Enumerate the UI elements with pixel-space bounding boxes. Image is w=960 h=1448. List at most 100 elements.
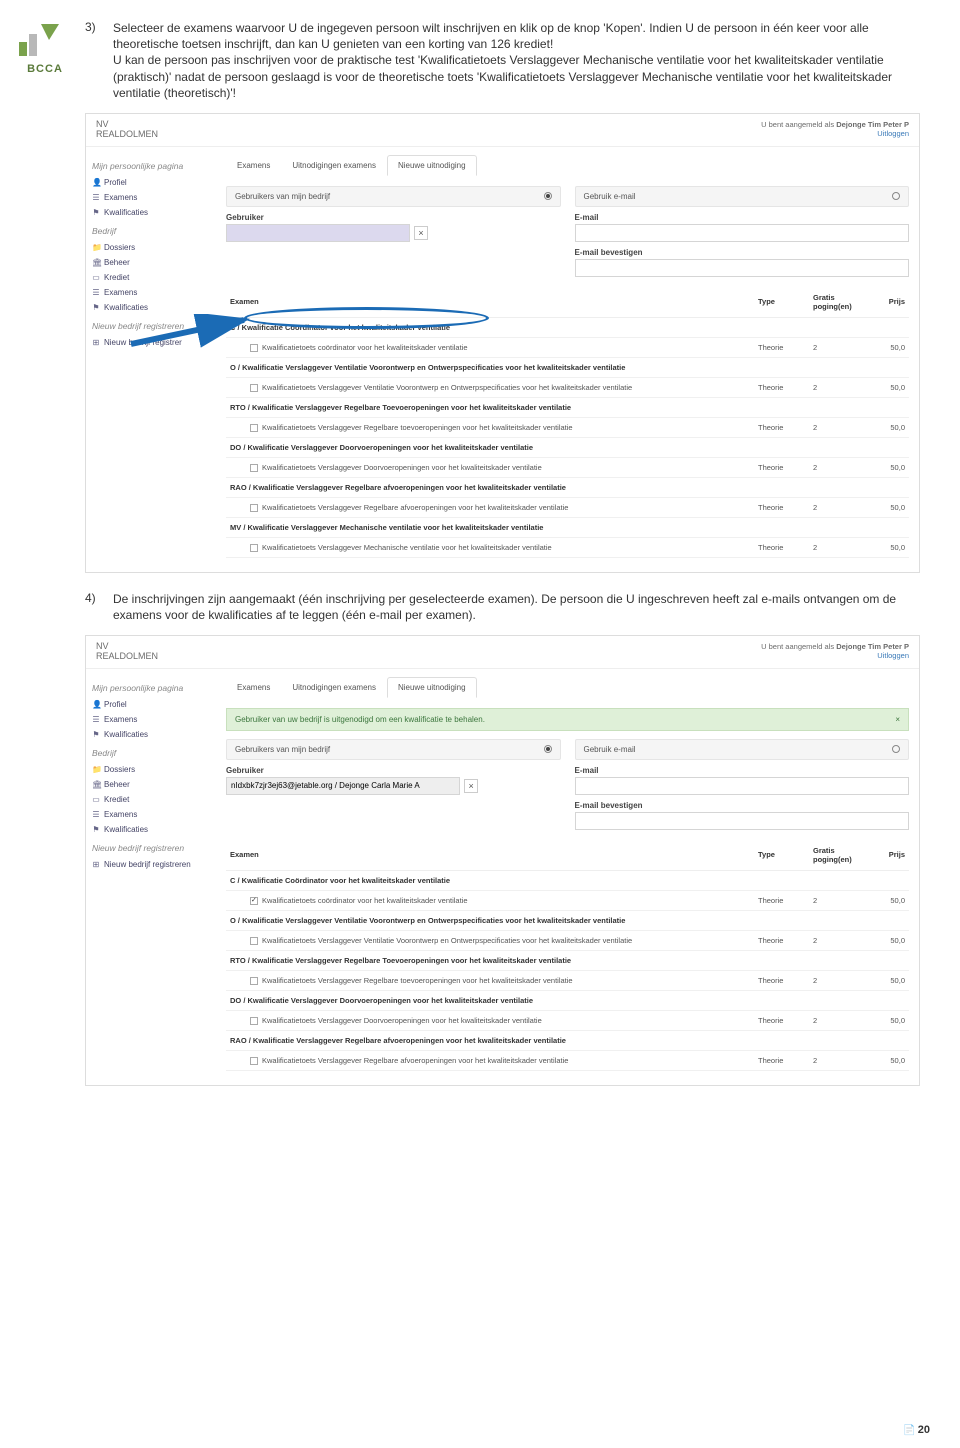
bcca-logo: BCCA <box>15 20 75 75</box>
company-line2: REALDOLMEN <box>96 129 158 139</box>
user-name: Dejonge Tim Peter P <box>836 120 909 129</box>
exam-checkbox[interactable] <box>250 544 258 552</box>
sidebar-item-nieuw-bedrijf[interactable]: ⊞Nieuw bedrijf registrer <box>92 335 210 350</box>
sidebar-item-kwalificaties-b[interactable]: ⚑Kwalificaties <box>92 822 210 837</box>
col-gratis: Gratis poging(en) <box>809 840 864 871</box>
field-label-email: E-mail <box>575 766 910 775</box>
company-name: NV REALDOLMEN <box>96 642 158 662</box>
bank-icon: 🏛 <box>92 780 100 789</box>
sidebar-section-personal: Mijn persoonlijke pagina <box>92 161 210 171</box>
bcca-logo-text: BCCA <box>15 63 75 75</box>
sidebar-item-kwalificaties[interactable]: ⚑Kwalificaties <box>92 727 210 742</box>
tab-uitnodigingen[interactable]: Uitnodigingen examens <box>281 677 387 698</box>
exam-group-row: DO / Kwalificatie Verslaggever Doorvoero… <box>226 991 909 1011</box>
col-examen: Examen <box>226 840 754 871</box>
logout-link[interactable]: Uitloggen <box>877 129 909 138</box>
sidebar-item-examens-b[interactable]: ☰Examens <box>92 285 210 300</box>
gebruiker-input[interactable] <box>226 224 410 242</box>
field-label-email: E-mail <box>575 213 910 222</box>
email-confirm-input[interactable] <box>575 259 910 277</box>
exam-checkbox[interactable] <box>250 464 258 472</box>
exam-checkbox[interactable] <box>250 384 258 392</box>
exam-row: Kwalificatietoets Verslaggever Regelbare… <box>226 417 909 437</box>
sidebar-item-kwalificaties[interactable]: ⚑Kwalificaties <box>92 205 210 220</box>
panel-email[interactable]: Gebruik e-mail <box>575 739 910 760</box>
tab-examens[interactable]: Examens <box>226 677 281 698</box>
logout-link[interactable]: Uitloggen <box>877 651 909 660</box>
company-line2: REALDOLMEN <box>96 651 158 661</box>
list-icon: ☰ <box>92 193 100 202</box>
radio-unselected-icon <box>892 745 900 753</box>
user-icon: 👤 <box>92 700 100 709</box>
sidebar-item-profiel[interactable]: 👤Profiel <box>92 175 210 190</box>
sidebar-item-kwalificaties-b[interactable]: ⚑Kwalificaties <box>92 300 210 315</box>
tab-examens[interactable]: Examens <box>226 155 281 176</box>
sidebar-item-krediet[interactable]: ▭Krediet <box>92 270 210 285</box>
exam-row: Kwalificatietoets coördinator voor het k… <box>226 337 909 357</box>
sidebar-item-krediet[interactable]: ▭Krediet <box>92 792 210 807</box>
field-label-gebruiker: Gebruiker <box>226 766 561 775</box>
sidebar-item-beheer[interactable]: 🏛Beheer <box>92 255 210 270</box>
gebruiker-input[interactable] <box>226 777 460 795</box>
exam-checkbox[interactable] <box>250 504 258 512</box>
exam-checkbox[interactable] <box>250 424 258 432</box>
col-prijs: Prijs <box>864 840 909 871</box>
exam-checkbox[interactable] <box>250 937 258 945</box>
panel-email[interactable]: Gebruik e-mail <box>575 186 910 207</box>
radio-selected-icon <box>544 745 552 753</box>
clear-button[interactable]: × <box>464 779 478 793</box>
clear-button[interactable]: × <box>414 226 428 240</box>
sidebar-section-personal: Mijn persoonlijke pagina <box>92 683 210 693</box>
sidebar-item-label: Kwalificaties <box>104 825 148 834</box>
sidebar-item-examens[interactable]: ☰Examens <box>92 190 210 205</box>
email-confirm-input[interactable] <box>575 812 910 830</box>
panel-gebruikers[interactable]: Gebruikers van mijn bedrijf <box>226 186 561 207</box>
sidebar-item-nieuw-bedrijf[interactable]: ⊞Nieuw bedrijf registreren <box>92 857 210 872</box>
tab-nieuwe-uitnodiging[interactable]: Nieuwe uitnodiging <box>387 677 477 698</box>
sidebar-item-beheer[interactable]: 🏛Beheer <box>92 777 210 792</box>
sidebar-item-profiel[interactable]: 👤Profiel <box>92 697 210 712</box>
tab-nieuwe-uitnodiging[interactable]: Nieuwe uitnodiging <box>387 155 477 176</box>
exam-group-row: O / Kwalificatie Verslaggever Ventilatie… <box>226 357 909 377</box>
exam-checkbox[interactable] <box>250 1057 258 1065</box>
page-number: 20 <box>903 1424 930 1436</box>
exam-row: Kwalificatietoets coördinator voor het k… <box>226 890 909 910</box>
col-examen: Examen <box>226 287 754 318</box>
radio-selected-icon <box>544 192 552 200</box>
field-label-email-confirm: E-mail bevestigen <box>575 801 910 810</box>
exam-row: Kwalificatietoets Verslaggever Ventilati… <box>226 377 909 397</box>
folder-icon: 📁 <box>92 243 100 252</box>
sidebar-item-label: Kwalificaties <box>104 303 148 312</box>
tab-uitnodigingen[interactable]: Uitnodigingen examens <box>281 155 387 176</box>
success-alert: Gebruiker van uw bedrijf is uitgenodigd … <box>226 708 909 731</box>
sidebar-item-examens[interactable]: ☰Examens <box>92 712 210 727</box>
panel-gebruikers[interactable]: Gebruikers van mijn bedrijf <box>226 739 561 760</box>
plus-icon: ⊞ <box>92 860 100 869</box>
sidebar-item-label: Nieuw bedrijf registrer <box>104 338 182 347</box>
sidebar-item-examens-b[interactable]: ☰Examens <box>92 807 210 822</box>
exam-checkbox[interactable] <box>250 1017 258 1025</box>
panel-gebruikers-label: Gebruikers van mijn bedrijf <box>235 192 330 201</box>
sidebar-item-label: Beheer <box>104 258 130 267</box>
close-icon[interactable]: × <box>895 715 900 724</box>
step-4-text: De inschrijvingen zijn aangemaakt (één i… <box>113 591 920 623</box>
sidebar-section-bedrijf: Bedrijf <box>92 226 210 236</box>
exam-group-row: MV / Kwalificatie Verslaggever Mechanisc… <box>226 517 909 537</box>
exam-group-row: O / Kwalificatie Verslaggever Ventilatie… <box>226 910 909 930</box>
company-line1: NV <box>96 119 109 129</box>
field-label-gebruiker: Gebruiker <box>226 213 561 222</box>
sidebar-item-dossiers[interactable]: 📁Dossiers <box>92 762 210 777</box>
sidebar-item-label: Profiel <box>104 178 127 187</box>
exam-checkbox[interactable] <box>250 344 258 352</box>
exam-checkbox[interactable] <box>250 977 258 985</box>
sidebar-item-dossiers[interactable]: 📁Dossiers <box>92 240 210 255</box>
exam-group-row: DO / Kwalificatie Verslaggever Doorvoero… <box>226 437 909 457</box>
company-name: NV REALDOLMEN <box>96 120 158 140</box>
list-icon: ☰ <box>92 288 100 297</box>
email-input[interactable] <box>575 224 910 242</box>
sidebar: Mijn persoonlijke pagina 👤Profiel ☰Exame… <box>86 669 216 1085</box>
email-input[interactable] <box>575 777 910 795</box>
user-block: U bent aangemeld als Dejonge Tim Peter P… <box>761 642 909 662</box>
sidebar-item-label: Krediet <box>104 795 129 804</box>
exam-checkbox[interactable] <box>250 897 258 905</box>
